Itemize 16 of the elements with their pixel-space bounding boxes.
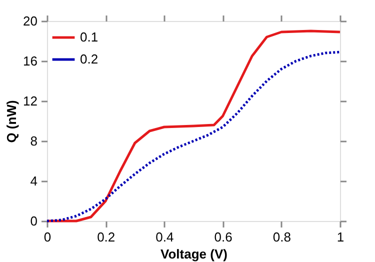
x-axis-title: Voltage (V) — [160, 246, 228, 262]
y-tick-label: 12 — [23, 94, 38, 108]
y-tick-label: 16 — [23, 54, 38, 68]
y-tick-label: 20 — [23, 14, 38, 28]
x-tick-label: 1 — [336, 230, 344, 244]
y-tick-label: 0 — [30, 214, 38, 228]
legend-label: 0.2 — [80, 52, 98, 66]
legend-label: 0.1 — [80, 30, 98, 44]
y-tick-label: 4 — [30, 174, 38, 188]
x-tick-label: 0 — [44, 230, 52, 244]
y-axis-title: Q (nW) — [4, 100, 20, 143]
x-tick-label: 0.4 — [156, 230, 174, 244]
y-tick-label: 8 — [30, 134, 38, 148]
x-tick-label: 0.2 — [97, 230, 116, 244]
x-tick-label: 0.8 — [272, 230, 291, 244]
x-tick-label: 0.6 — [214, 230, 232, 244]
